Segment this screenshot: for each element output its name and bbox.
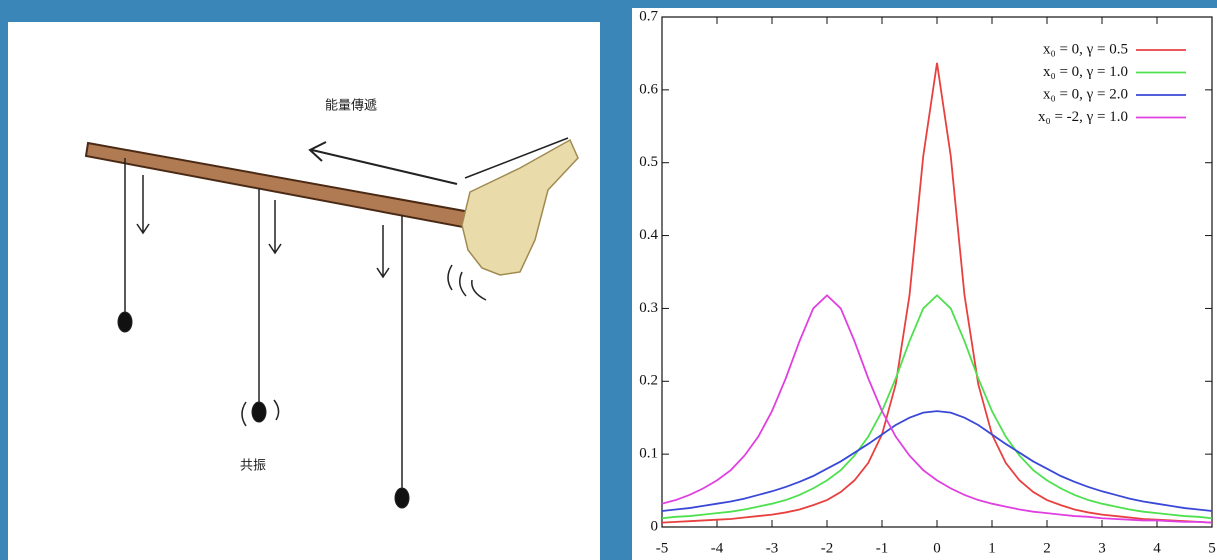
shake-marks bbox=[447, 264, 487, 301]
pendulum-ball bbox=[394, 487, 410, 509]
line-series bbox=[661, 294, 1213, 524]
line-series bbox=[661, 62, 1213, 524]
y-tick-label: 0.4 bbox=[639, 227, 658, 243]
pendulum-ball bbox=[117, 311, 133, 333]
y-tick-label: 0.7 bbox=[639, 8, 658, 24]
y-tick-label: 0 bbox=[651, 518, 659, 534]
energy-label: 能量傳遞 bbox=[325, 99, 377, 114]
down-arrow bbox=[376, 225, 390, 279]
x-tick-label: 1 bbox=[988, 540, 996, 556]
legend-label: x₀ = 0, γ = 0.5 bbox=[1043, 41, 1128, 57]
y-tick-label: 0.1 bbox=[639, 446, 658, 462]
x-tick-label: 5 bbox=[1208, 540, 1216, 556]
y-tick-label: 0.2 bbox=[639, 373, 658, 389]
legend-label: x₀ = 0, γ = 2.0 bbox=[1043, 86, 1128, 102]
down-arrow bbox=[268, 200, 282, 255]
down-arrow bbox=[136, 175, 150, 235]
illustration-panel bbox=[8, 22, 600, 560]
x-tick-label: -3 bbox=[766, 540, 779, 556]
chart-panel bbox=[632, 8, 1217, 560]
x-tick-label: 2 bbox=[1043, 540, 1051, 556]
x-tick-label: -5 bbox=[656, 540, 669, 556]
swing-marks bbox=[241, 399, 280, 427]
hand bbox=[461, 138, 579, 276]
x-tick-label: -1 bbox=[876, 540, 889, 556]
illustration: 能量傳遞 共振 bbox=[84, 99, 579, 509]
line-series bbox=[661, 410, 1213, 512]
x-tick-label: 3 bbox=[1098, 540, 1106, 556]
y-tick-label: 0.6 bbox=[639, 81, 658, 97]
chart: 0 0.1 0.2 0.3 0.4 0.5 0.6 0.7 -5 -4 -3 -2 -1 0 1 2 3 4 5 x₀… bbox=[639, 8, 1216, 556]
x-tick-label: 4 bbox=[1153, 540, 1161, 556]
legend-label: x₀ = 0, γ = 1.0 bbox=[1043, 64, 1128, 80]
y-tick-label: 0.5 bbox=[639, 154, 658, 170]
x-tick-label: -4 bbox=[711, 540, 724, 556]
pendulum-ball bbox=[251, 401, 267, 423]
legend-label: x₀ = -2, γ = 1.0 bbox=[1038, 109, 1128, 125]
arm-line bbox=[464, 137, 569, 179]
x-tick-label: -2 bbox=[821, 540, 834, 556]
line-series bbox=[661, 294, 1213, 520]
y-tick-label: 0.3 bbox=[639, 300, 658, 316]
x-tick-label: 0 bbox=[933, 540, 941, 556]
resonance-label: 共振 bbox=[240, 459, 266, 474]
energy-arrow bbox=[308, 141, 458, 185]
